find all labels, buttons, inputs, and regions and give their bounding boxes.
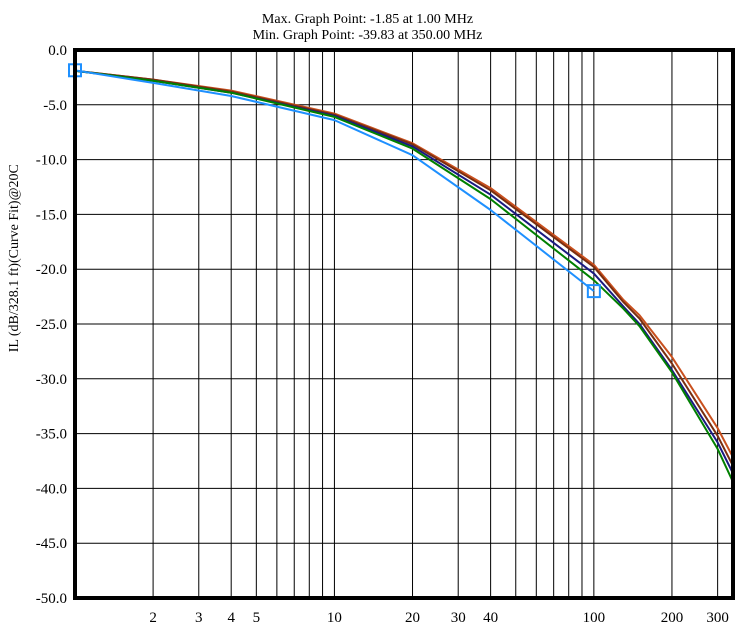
grid [75, 49, 735, 599]
series-line-3 [74, 69, 735, 478]
x-tick-label: 200 [661, 610, 684, 624]
plot-frame [73, 48, 735, 600]
x-tick-label: 3 [195, 610, 203, 624]
x-tick-label: 20 [405, 610, 420, 624]
max-graph-point-annotation: Max. Graph Point: -1.85 at 1.00 MHz [261, 12, 474, 27]
y-tick-label: -40.0 [36, 481, 67, 497]
x-tick-label: 100 [583, 610, 606, 624]
series-line-1 [74, 69, 735, 462]
y-tick-label: -45.0 [36, 536, 67, 552]
x-tick-label: 40 [483, 610, 498, 624]
y-tick-label: -5.0 [43, 98, 67, 114]
y-tick-label: -10.0 [36, 153, 67, 169]
y-tick-label: -15.0 [36, 207, 67, 223]
x-tick-labels: 2 3 4 5 10 20 30 40 100 200 300 [149, 610, 729, 624]
series-group [74, 69, 735, 487]
x-tick-label: 300 [706, 610, 729, 624]
x-tick-label: 2 [149, 610, 157, 624]
series-line-5 [74, 69, 595, 292]
x-tick-label: 10 [327, 610, 342, 624]
y-tick-label: -20.0 [36, 262, 67, 278]
y-tick-label: -35.0 [36, 427, 67, 443]
y-tick-label: -30.0 [36, 372, 67, 388]
series-line-4 [74, 69, 735, 487]
y-tick-label: -50.0 [36, 591, 67, 607]
y-tick-label: 0.0 [48, 43, 67, 59]
x-tick-label: 4 [227, 610, 235, 624]
y-tick-labels: 0.0 -5.0 -10.0 -15.0 -20.0 -25.0 -30.0 -35.0 -40… [36, 43, 67, 607]
graph-point-marker-2 [586, 284, 601, 299]
min-graph-point-annotation: Min. Graph Point: -39.83 at 350.00 MHz [252, 28, 483, 43]
y-tick-label: -25.0 [36, 317, 67, 333]
y-axis-label: IL (dB/328.1 ft)(Curve Fit)@20C [7, 164, 22, 352]
x-tick-label: 30 [451, 610, 466, 624]
x-tick-label: 5 [253, 610, 261, 624]
series-line-2 [74, 69, 735, 471]
